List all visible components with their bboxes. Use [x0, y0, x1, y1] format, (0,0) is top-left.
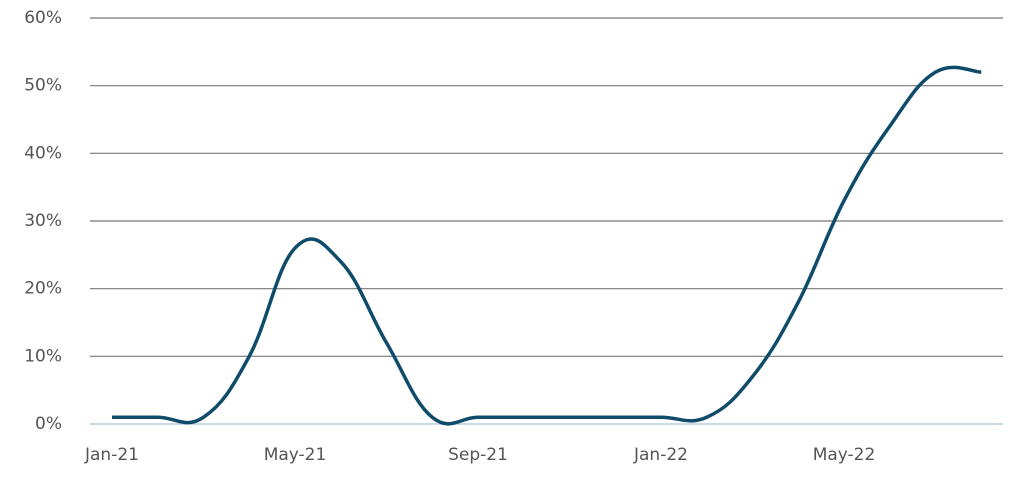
y-tick-label: 60% [24, 8, 62, 28]
x-tick-label: Jan-22 [633, 445, 688, 465]
y-tick-label: 10% [24, 346, 62, 366]
series-line [111, 65, 982, 426]
x-tick-label: May-22 [813, 445, 876, 465]
y-tick-label: 30% [24, 211, 62, 231]
y-tick-label: 50% [24, 76, 62, 96]
y-tick-label: 40% [24, 143, 62, 163]
y-tick-label: 20% [24, 279, 62, 299]
x-tick-label: Jan-21 [84, 445, 139, 465]
x-tick-label: Sep-21 [448, 445, 508, 465]
x-tick-label: May-21 [264, 445, 327, 465]
y-tick-label: 0% [35, 414, 62, 434]
